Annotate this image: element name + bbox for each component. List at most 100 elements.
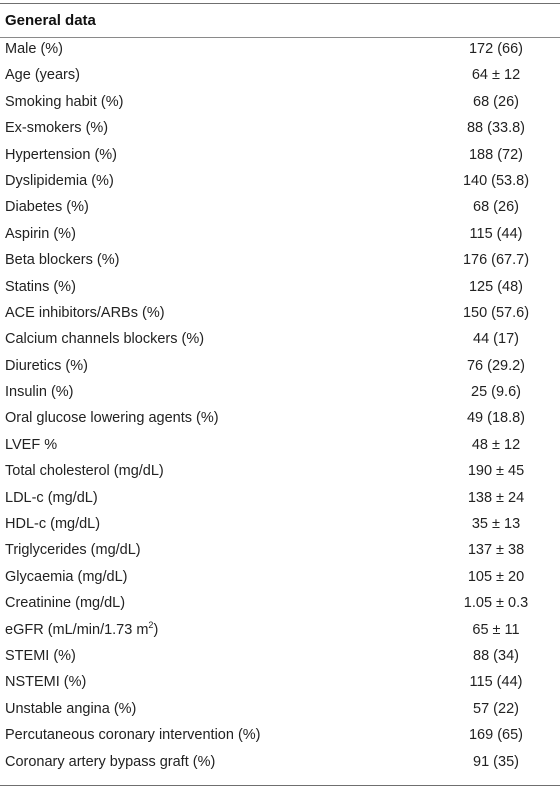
- row-label-text: ACE inhibitors/ARBs (%): [5, 304, 165, 321]
- table-row: Beta blockers (%) 176 (67.7): [0, 249, 560, 275]
- row-label-text: Triglycerides (mg/dL): [5, 542, 141, 559]
- row-label: Diabetes (%): [5, 199, 89, 215]
- row-label-text: Glycaemia (mg/dL): [5, 568, 128, 585]
- row-value: 65 ± 11: [472, 621, 520, 638]
- row-label-text: Unstable angina (%): [5, 700, 137, 717]
- row-value: 91 (35): [473, 753, 519, 770]
- table-row: HDL-c (mg/dL) 35 ± 13: [0, 513, 560, 539]
- row-value: 172 (66): [468, 41, 523, 57]
- row-label-text: Hypertension (%): [5, 146, 118, 163]
- row-label: Diuretics (%): [5, 358, 88, 374]
- row-value: 88 (34): [473, 647, 519, 664]
- row-label: Male (%): [5, 41, 63, 57]
- row-value: 138 ± 24: [467, 489, 525, 506]
- row-value: 169 (65): [468, 727, 523, 744]
- row-label: NSTEMI (%): [5, 674, 86, 690]
- table-row: STEMI (%) 88 (34): [0, 645, 560, 671]
- row-label: Creatinine (mg/dL): [5, 595, 125, 611]
- table-row: Creatinine (mg/dL) 1.05 ± 0.3: [0, 592, 560, 618]
- table-row: Statins (%) 125 (48): [0, 276, 560, 302]
- row-label-text: Creatinine (mg/dL): [5, 595, 126, 612]
- row-value: 88 (33.8): [466, 120, 526, 137]
- table-bottom-rule: [0, 785, 560, 786]
- row-label: HDL-c (mg/dL): [5, 516, 100, 532]
- row-value: 105 ± 20: [467, 568, 525, 585]
- row-label: Dyslipidemia (%): [5, 173, 114, 189]
- row-label-text: STEMI (%): [5, 647, 76, 664]
- row-label-text: Age (years): [5, 67, 80, 84]
- table-row: Total cholesterol (mg/dL) 190 ± 45: [0, 460, 560, 486]
- table-top-rule: [0, 3, 560, 4]
- row-value: 137 ± 38: [467, 542, 525, 559]
- row-label-text: Beta blockers (%): [5, 252, 120, 269]
- row-value: 68 (26): [473, 93, 519, 110]
- row-label: Triglycerides (mg/dL): [5, 542, 141, 558]
- row-value: 115 (44): [469, 674, 523, 691]
- row-value: 1.05 ± 0.3: [463, 595, 529, 612]
- table-row: Diuretics (%) 76 (29.2): [0, 355, 560, 381]
- row-label-tail: ): [153, 621, 159, 638]
- row-value: 49 (18.8): [466, 410, 526, 427]
- table-row: Percutaneous coronary intervention (%) 16…: [0, 724, 560, 750]
- table-row: Glycaemia (mg/dL) 105 ± 20: [0, 566, 560, 592]
- row-label: Ex-smokers (%): [5, 120, 108, 136]
- row-label: Age (years): [5, 67, 80, 83]
- row-label: Beta blockers (%): [5, 252, 119, 268]
- table-row: eGFR (mL/min/1.73 m2) 65 ± 11: [0, 619, 560, 645]
- row-label-text: Ex-smokers (%): [5, 120, 109, 137]
- row-value: 57 (22): [473, 700, 519, 717]
- table-row: Unstable angina (%) 57 (22): [0, 698, 560, 724]
- row-value: 68 (26): [473, 199, 519, 216]
- row-value: 140 (53.8): [462, 172, 530, 189]
- row-label-text: LVEF %: [5, 436, 58, 453]
- table-row: Smoking habit (%) 68 (26): [0, 91, 560, 117]
- row-label-superscript: 2: [148, 619, 154, 630]
- table-row: Ex-smokers (%) 88 (33.8): [0, 117, 560, 143]
- table-row: Age (years) 64 ± 12: [0, 64, 560, 90]
- row-label-text: Dyslipidemia (%): [5, 172, 114, 189]
- row-label: Statins (%): [5, 279, 76, 295]
- row-label-text: Oral glucose lowering agents (%): [5, 410, 219, 427]
- row-value: 35 ± 13: [471, 516, 521, 533]
- row-label: Percutaneous coronary intervention (%): [5, 727, 261, 743]
- table-row: LVEF % 48 ± 12: [0, 434, 560, 460]
- row-value: 64 ± 12: [471, 67, 521, 84]
- row-label: STEMI (%): [5, 648, 76, 664]
- table-row: Dyslipidemia (%) 140 (53.8): [0, 170, 560, 196]
- row-label-text: Statins (%): [5, 278, 76, 295]
- row-value: 115 (44): [469, 225, 523, 242]
- row-label: LDL-c (mg/dL): [5, 490, 98, 506]
- table-header-row: General data: [0, 4, 560, 37]
- row-label: Smoking habit (%): [5, 94, 123, 110]
- row-value: 48 ± 12: [471, 436, 521, 453]
- table-header-title: General data: [5, 12, 96, 29]
- row-label: Insulin (%): [5, 384, 74, 400]
- row-label-text: LDL-c (mg/dL): [5, 489, 98, 506]
- table-row: Aspirin (%) 115 (44): [0, 223, 560, 249]
- row-label-text: Coronary artery bypass graft (%): [5, 753, 216, 770]
- row-label-text: Aspirin (%): [5, 225, 76, 242]
- row-label-text: eGFR (mL/min/1.73 m: [5, 621, 149, 638]
- row-label: Calcium channels blockers (%): [5, 331, 204, 347]
- row-label-text: Percutaneous coronary intervention (%): [5, 727, 261, 744]
- row-label-text: Calcium channels blockers (%): [5, 331, 205, 348]
- row-value: 25 (9.6): [471, 384, 521, 401]
- table-row: Hypertension (%) 188 (72): [0, 144, 560, 170]
- row-value: 190 ± 45: [467, 463, 525, 480]
- table-header-rule: [0, 37, 560, 38]
- row-value: 125 (48): [468, 278, 523, 295]
- table-row: Coronary artery bypass graft (%) 91 (35): [0, 751, 560, 777]
- table-body: Male (%) 172 (66) Age (years) 64 ± 12 Smokin…: [0, 38, 560, 777]
- row-label-text: HDL-c (mg/dL): [5, 516, 101, 533]
- table-row: ACE inhibitors/ARBs (%) 150 (57.6): [0, 302, 560, 328]
- table-row: Diabetes (%) 68 (26): [0, 196, 560, 222]
- row-label-text: Male (%): [5, 41, 64, 57]
- row-label: ACE inhibitors/ARBs (%): [5, 305, 165, 321]
- table-row: NSTEMI (%) 115 (44): [0, 671, 560, 697]
- row-label: Total cholesterol (mg/dL): [5, 463, 164, 479]
- row-value: 176 (67.7): [462, 252, 530, 269]
- table-row: Insulin (%) 25 (9.6): [0, 381, 560, 407]
- row-label: Aspirin (%): [5, 226, 76, 242]
- row-label-text: Diabetes (%): [5, 199, 89, 216]
- row-value: 76 (29.2): [466, 357, 526, 374]
